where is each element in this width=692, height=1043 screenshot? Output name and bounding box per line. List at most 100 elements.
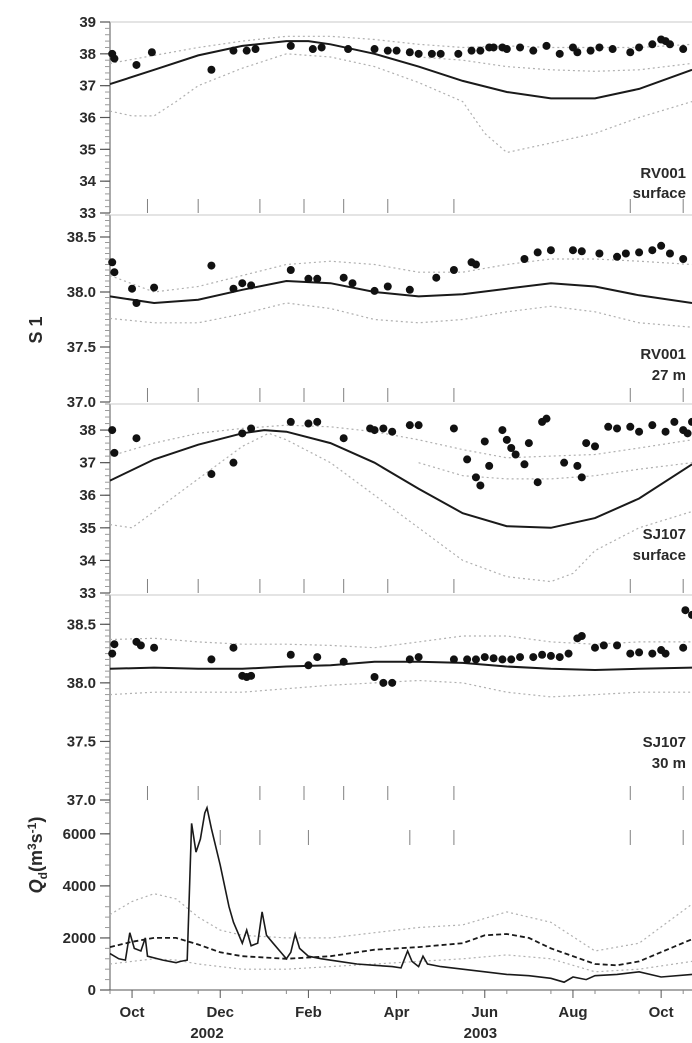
observation-point: [339, 273, 348, 282]
panel-label: RV001: [640, 165, 686, 182]
observation-point: [681, 606, 690, 615]
observation-point: [110, 640, 119, 649]
observation-point: [110, 448, 119, 457]
observation-point: [150, 283, 159, 292]
observation-point: [573, 48, 582, 57]
y-tick-label: 38: [79, 46, 96, 63]
observation-point: [502, 45, 511, 54]
observation-point: [476, 46, 485, 55]
observation-point: [449, 655, 458, 664]
model-mean-line: [109, 660, 692, 672]
panel-label: surface: [633, 185, 686, 202]
y-tick-label: 36: [79, 487, 96, 504]
observation-point: [507, 443, 516, 452]
observation-point: [480, 653, 489, 662]
climatology-line: [109, 933, 692, 967]
observation-point: [546, 651, 555, 660]
y-tick-label: 6000: [63, 826, 96, 843]
observation-point: [370, 426, 379, 435]
observation-point: [595, 249, 604, 258]
observation-point: [132, 299, 141, 307]
observation-point: [679, 255, 688, 263]
model-upper-line: [109, 635, 692, 649]
x-tick-label: Dec: [206, 1004, 234, 1021]
panel-label: SJ107: [643, 734, 686, 751]
y-tick-label: 37.0: [67, 394, 96, 411]
observation-point: [621, 249, 630, 258]
observation-point: [507, 655, 516, 664]
observation-point: [229, 643, 238, 652]
observation-point: [595, 43, 604, 52]
observation-point: [108, 649, 117, 658]
panel-label: 30 m: [652, 755, 686, 772]
y-axis-label-discharge-units: (m: [26, 850, 46, 872]
model-lower-line: [109, 53, 692, 154]
observation-point: [304, 274, 313, 283]
observation-point: [679, 643, 688, 652]
observation-point: [449, 266, 458, 274]
model-upper-line: [109, 258, 692, 293]
observation-point: [516, 653, 525, 662]
model-upper-line: [109, 424, 692, 459]
y-tick-label: 4000: [63, 878, 96, 895]
observation-point: [520, 255, 529, 263]
observation-point: [238, 429, 247, 438]
observation-point: [471, 473, 480, 482]
clim-upper-line: [109, 893, 692, 952]
observation-point: [480, 437, 489, 446]
observation-point: [383, 46, 392, 55]
panel-label: RV001: [640, 346, 686, 363]
observation-point: [108, 426, 117, 435]
x-tick-label: Oct: [649, 1004, 674, 1021]
observation-point: [542, 414, 551, 423]
observation-point: [207, 261, 216, 270]
observation-point: [449, 424, 458, 433]
observation-point: [683, 429, 692, 438]
model-lower-line: [109, 432, 692, 583]
panel-1: 33 34 35 36 37 38 39 RV001 surface: [79, 14, 692, 222]
observation-point: [247, 281, 256, 290]
observation-point: [286, 266, 295, 274]
y-tick-label: 36: [79, 110, 96, 127]
observation-point: [247, 671, 256, 680]
observation-point: [555, 653, 564, 662]
panel-2: 37.0 37.5 38.0 38.5 RV001 27 m: [67, 214, 692, 411]
observation-point: [370, 673, 379, 681]
observation-point: [546, 246, 555, 255]
observation-point: [489, 654, 498, 663]
observation-point: [476, 481, 485, 490]
y-tick-label: 34: [79, 173, 96, 190]
observation-point: [661, 427, 670, 436]
y-tick-label: 33: [79, 585, 96, 602]
observation-point: [414, 653, 423, 662]
observation-point: [242, 46, 251, 55]
observation-point: [229, 284, 238, 293]
y-tick-label: 38: [79, 422, 96, 439]
observation-point: [414, 49, 423, 58]
y-tick-label: 38.0: [67, 284, 96, 301]
clim-lower-line: [109, 954, 692, 973]
observation-point: [348, 279, 357, 288]
model-upper2-line: [418, 56, 692, 72]
observation-point: [577, 632, 586, 640]
y-axis-label-discharge-sup: 3: [25, 843, 39, 850]
observation-point: [454, 49, 463, 58]
observation-point: [405, 421, 414, 430]
observation-point: [599, 641, 608, 650]
observation-point: [635, 648, 644, 657]
observation-point: [313, 417, 322, 426]
model-mean-line: [109, 40, 692, 100]
observation-point: [577, 473, 586, 482]
observation-point: [344, 45, 353, 54]
observation-point: [626, 422, 635, 431]
y-axis-label-salinity: S 1: [26, 316, 46, 343]
observation-point: [665, 249, 674, 258]
observation-point: [679, 45, 688, 54]
observation-point: [432, 273, 441, 282]
observation-point: [132, 434, 141, 443]
observation-point: [467, 46, 476, 55]
observation-point: [524, 439, 533, 448]
observation-point: [635, 43, 644, 52]
y-axis-label-discharge-units2: s: [26, 833, 46, 843]
